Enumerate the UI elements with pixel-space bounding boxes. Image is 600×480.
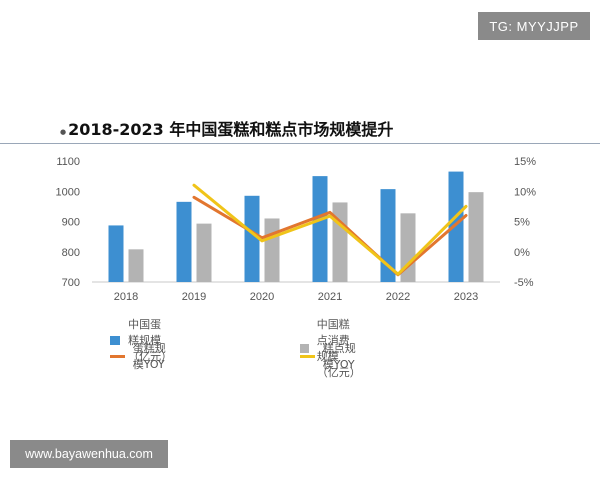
bar-cake-scale	[448, 171, 464, 282]
legend-item-pastry-consumption: 中国糕点消费规模（亿元）	[300, 316, 361, 380]
chart-title-wrap: ● 2018-2023 年中国蛋糕和糕点市场规模提升	[60, 114, 393, 140]
legend-label-pastry-consumption: 中国糕点消费规模（亿元）	[316, 318, 361, 379]
bar-cake-scale	[176, 201, 192, 282]
bar-cake-scale	[108, 225, 124, 282]
bar-cake-scale	[380, 189, 396, 282]
bar-pastry-consumption	[332, 202, 348, 282]
legend-item-pastry-yoy: 糕点规模YOY	[300, 340, 357, 372]
y-tick-label: 700	[62, 277, 80, 289]
y2-tick-label: 10%	[514, 186, 536, 198]
legend-label-pastry-yoy: 糕点规模YOY	[322, 342, 356, 371]
legend-label-cake-yoy: 蛋糕规模YOY	[132, 342, 166, 371]
x-tick-label: 2019	[182, 291, 206, 303]
y-tick-label: 1100	[56, 156, 80, 168]
x-tick-label: 2022	[386, 291, 410, 303]
bar-pastry-consumption	[400, 213, 416, 282]
y2-tick-label: 0%	[514, 247, 530, 259]
legend-swatch-cake-yoy	[110, 354, 125, 358]
title-bullet: ●	[60, 128, 67, 136]
bar-pastry-consumption	[468, 192, 484, 282]
y-tick-label: 1000	[56, 186, 80, 198]
y2-tick-label: -5%	[514, 277, 534, 289]
y-tick-label: 800	[62, 247, 80, 259]
x-tick-label: 2021	[318, 291, 342, 303]
y2-tick-label: 5%	[514, 217, 530, 229]
legend-item-cake-yoy: 蛋糕规模YOY	[110, 340, 167, 372]
legend-item-cake-scale: 中国蛋糕规模（亿元）	[110, 316, 173, 364]
x-tick-label: 2020	[250, 291, 274, 303]
bar-pastry-consumption	[196, 223, 212, 282]
y2-tick-label: 15%	[514, 156, 536, 168]
bar-cake-scale	[312, 176, 328, 282]
bar-cake-scale	[244, 195, 260, 282]
line-pastry-yoy	[192, 183, 468, 276]
legend-swatch-pastry-consumption	[300, 343, 309, 353]
bar-pastry-consumption	[128, 249, 144, 282]
chart-title: 2018-2023 年中国蛋糕和糕点市场规模提升	[68, 120, 394, 139]
x-tick-label: 2023	[454, 291, 478, 303]
legend-label-cake-scale: 中国蛋糕规模（亿元）	[128, 318, 173, 363]
legend-swatch-pastry-yoy	[300, 354, 315, 358]
watermark-bottom: www.bayawenhua.com	[10, 440, 168, 468]
watermark-top: TG: MYYJJPP	[478, 12, 590, 40]
title-divider	[0, 143, 600, 144]
x-tick-label: 2018	[114, 291, 138, 303]
legend-swatch-cake-scale	[110, 335, 121, 345]
bar-pastry-consumption	[264, 218, 280, 282]
y-tick-label: 900	[62, 217, 80, 229]
line-cake-yoy	[192, 195, 468, 277]
